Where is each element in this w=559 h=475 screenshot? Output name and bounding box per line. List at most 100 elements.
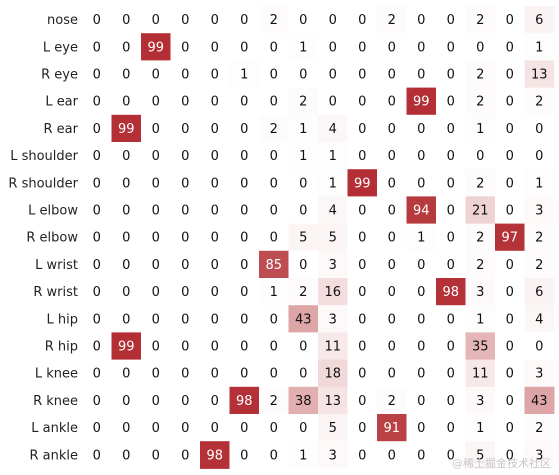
cell-value-label: 0 xyxy=(152,285,160,300)
cell-value-label: 35 xyxy=(472,340,489,355)
cell-value-label: 98 xyxy=(236,394,253,409)
heatmap-cell xyxy=(200,278,230,306)
cell-value-label: 0 xyxy=(122,95,130,110)
cell-value-label: 0 xyxy=(211,312,219,327)
heatmap-cell xyxy=(229,114,260,143)
heatmap-cell xyxy=(495,414,525,442)
cell-value-label: 11 xyxy=(472,367,489,382)
cell-value-label: 0 xyxy=(447,13,455,28)
cell-value-label: 0 xyxy=(152,122,160,137)
heatmap-cell xyxy=(82,33,112,61)
cell-value-label: 43 xyxy=(531,394,548,409)
cell-value-label: 1 xyxy=(299,448,307,463)
heatmap-cell xyxy=(524,6,555,34)
cell-value-label: 99 xyxy=(118,340,135,355)
cell-value-label: 0 xyxy=(152,258,160,273)
cell-value-label: 1 xyxy=(270,285,278,300)
cell-value-label: 0 xyxy=(358,367,366,382)
heatmap-cell xyxy=(436,250,466,279)
heatmap-cell xyxy=(170,305,201,333)
cell-value-label: 0 xyxy=(152,13,160,28)
heatmap-cell xyxy=(465,332,496,361)
heatmap-cell xyxy=(229,60,260,89)
cell-value-label: 0 xyxy=(417,421,425,436)
cell-value-label: 0 xyxy=(329,68,337,83)
cell-value-label: 2 xyxy=(535,95,543,110)
cell-value-label: 2 xyxy=(299,95,307,110)
cell-value-label: 0 xyxy=(329,40,337,55)
heatmap-cell xyxy=(111,114,142,143)
heatmap-cell xyxy=(465,33,496,61)
heatmap-cell xyxy=(524,414,555,442)
cell-value-label: 0 xyxy=(240,421,248,436)
heatmap-cell xyxy=(229,305,260,333)
cell-value-label: 0 xyxy=(240,13,248,28)
heatmap-cell xyxy=(318,250,348,279)
cell-value-label: 11 xyxy=(324,340,341,355)
heatmap-cell xyxy=(200,386,230,415)
cell-value-label: 0 xyxy=(211,176,219,191)
heatmap-cell xyxy=(465,386,496,415)
heatmap-cell xyxy=(170,223,201,252)
heatmap-cell xyxy=(141,278,171,306)
heatmap-cell xyxy=(347,142,378,170)
cell-value-label: 0 xyxy=(181,312,189,327)
heatmap-cell xyxy=(406,142,437,170)
heatmap-cell xyxy=(495,250,525,279)
cell-value-label: 0 xyxy=(122,312,130,327)
cell-value-label: 3 xyxy=(535,367,543,382)
row-label: L wrist xyxy=(35,258,78,273)
heatmap-cell xyxy=(318,414,348,442)
cell-value-label: 0 xyxy=(240,122,248,137)
cell-value-label: 0 xyxy=(388,231,396,246)
heatmap-cell xyxy=(288,332,319,361)
cell-value-label: 2 xyxy=(388,394,396,409)
cell-value-label: 0 xyxy=(152,231,160,246)
cell-value-label: 0 xyxy=(447,40,455,55)
cell-value-label: 2 xyxy=(270,13,278,28)
cell-value-label: 0 xyxy=(506,13,514,28)
cell-value-label: 0 xyxy=(506,448,514,463)
cell-value-label: 0 xyxy=(211,340,219,355)
heatmap-cell xyxy=(111,250,142,279)
heatmap-cell xyxy=(82,169,112,197)
heatmap-cell xyxy=(200,114,230,143)
cell-value-label: 0 xyxy=(211,367,219,382)
heatmap-cell xyxy=(465,305,496,333)
heatmap-cell xyxy=(524,87,555,116)
cell-value-label: 6 xyxy=(535,285,543,300)
heatmap-cell xyxy=(288,6,319,34)
cell-value-label: 0 xyxy=(417,394,425,409)
cell-value-label: 0 xyxy=(417,40,425,55)
heatmap-cell xyxy=(347,414,378,442)
heatmap-cell xyxy=(377,6,407,34)
heatmap-cell xyxy=(318,142,348,170)
heatmap-cell xyxy=(170,332,201,361)
heatmap-cell xyxy=(377,60,407,89)
cell-value-label: 0 xyxy=(447,312,455,327)
cell-value-label: 0 xyxy=(417,367,425,382)
heatmap-cell xyxy=(436,196,466,225)
heatmap-cell xyxy=(436,114,466,143)
heatmap-cell xyxy=(111,332,142,361)
cell-value-label: 99 xyxy=(354,176,371,191)
heatmap-cell xyxy=(141,169,171,197)
heatmap-cell xyxy=(406,359,437,388)
heatmap-cell xyxy=(170,250,201,279)
heatmap-cell xyxy=(524,441,555,469)
cell-value-label: 0 xyxy=(476,149,484,164)
cell-value-label: 0 xyxy=(388,367,396,382)
heatmap-cell xyxy=(495,223,525,252)
heatmap-cell xyxy=(377,169,407,197)
heatmap-cell xyxy=(436,60,466,89)
heatmap-cell xyxy=(141,359,171,388)
heatmap-cell xyxy=(465,60,496,89)
heatmap-cell xyxy=(436,441,466,469)
cell-value-label: 0 xyxy=(211,68,219,83)
heatmap-cell xyxy=(288,33,319,61)
heatmap-cell xyxy=(170,441,201,469)
cell-value-label: 0 xyxy=(388,68,396,83)
heatmap-cell xyxy=(229,278,260,306)
heatmap-cell xyxy=(170,196,201,225)
heatmap-cell xyxy=(170,169,201,197)
